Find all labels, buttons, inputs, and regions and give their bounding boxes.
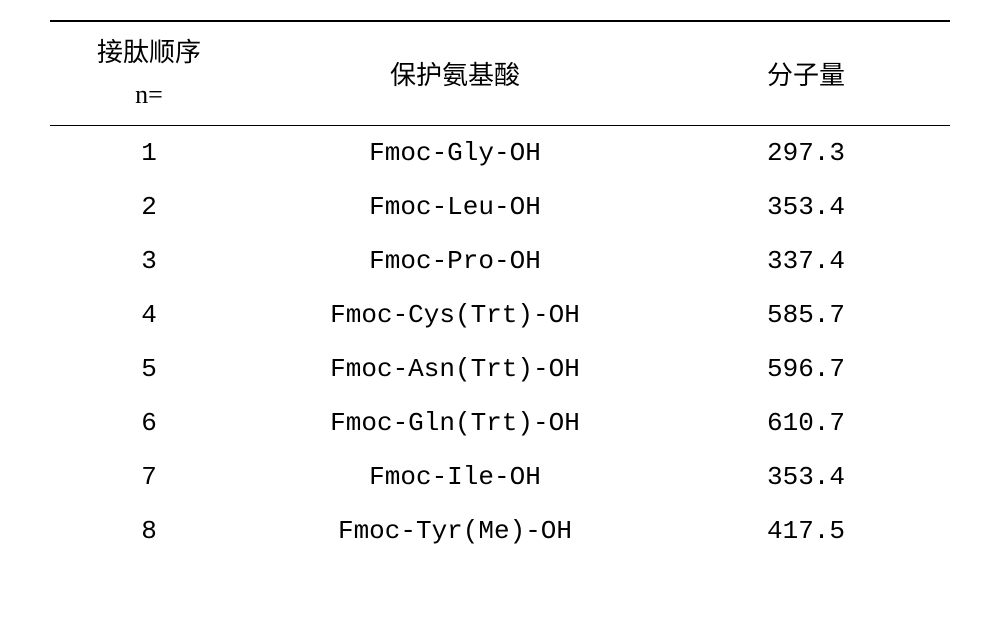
table-row: 2 Fmoc-Leu-OH 353.4 [50, 180, 950, 234]
header-col1-line2: n= [135, 74, 163, 116]
cell-mw: 353.4 [662, 462, 950, 492]
header-protected-amino-acid: 保护氨基酸 [248, 32, 662, 115]
cell-n: 4 [50, 300, 248, 330]
cell-mw: 610.7 [662, 408, 950, 438]
header-col1-line1: 接肽顺序 [97, 32, 201, 74]
table-row: 4 Fmoc-Cys(Trt)-OH 585.7 [50, 288, 950, 342]
cell-mw: 585.7 [662, 300, 950, 330]
cell-mw: 337.4 [662, 246, 950, 276]
table-body: 1 Fmoc-Gly-OH 297.3 2 Fmoc-Leu-OH 353.4 … [50, 126, 950, 558]
cell-amino-acid: Fmoc-Pro-OH [248, 246, 662, 276]
header-sequence-order: 接肽顺序 n= [50, 32, 248, 115]
amino-acid-table: 接肽顺序 n= 保护氨基酸 分子量 1 Fmoc-Gly-OH 297.3 2 … [50, 20, 950, 558]
cell-n: 7 [50, 462, 248, 492]
table-header-row: 接肽顺序 n= 保护氨基酸 分子量 [50, 20, 950, 126]
cell-amino-acid: Fmoc-Asn(Trt)-OH [248, 354, 662, 384]
cell-amino-acid: Fmoc-Gly-OH [248, 138, 662, 168]
cell-mw: 297.3 [662, 138, 950, 168]
header-col3-label: 分子量 [767, 55, 845, 92]
cell-amino-acid: Fmoc-Ile-OH [248, 462, 662, 492]
cell-n: 1 [50, 138, 248, 168]
cell-n: 8 [50, 516, 248, 546]
header-col2-label: 保护氨基酸 [390, 55, 520, 92]
table-row: 1 Fmoc-Gly-OH 297.3 [50, 126, 950, 180]
cell-amino-acid: Fmoc-Tyr(Me)-OH [248, 516, 662, 546]
table-row: 6 Fmoc-Gln(Trt)-OH 610.7 [50, 396, 950, 450]
cell-mw: 353.4 [662, 192, 950, 222]
header-molecular-weight: 分子量 [662, 32, 950, 115]
cell-n: 2 [50, 192, 248, 222]
cell-n: 3 [50, 246, 248, 276]
cell-n: 5 [50, 354, 248, 384]
table-row: 7 Fmoc-Ile-OH 353.4 [50, 450, 950, 504]
table-row: 5 Fmoc-Asn(Trt)-OH 596.7 [50, 342, 950, 396]
cell-mw: 417.5 [662, 516, 950, 546]
cell-amino-acid: Fmoc-Leu-OH [248, 192, 662, 222]
table-row: 8 Fmoc-Tyr(Me)-OH 417.5 [50, 504, 950, 558]
cell-amino-acid: Fmoc-Gln(Trt)-OH [248, 408, 662, 438]
cell-amino-acid: Fmoc-Cys(Trt)-OH [248, 300, 662, 330]
cell-n: 6 [50, 408, 248, 438]
table-row: 3 Fmoc-Pro-OH 337.4 [50, 234, 950, 288]
cell-mw: 596.7 [662, 354, 950, 384]
